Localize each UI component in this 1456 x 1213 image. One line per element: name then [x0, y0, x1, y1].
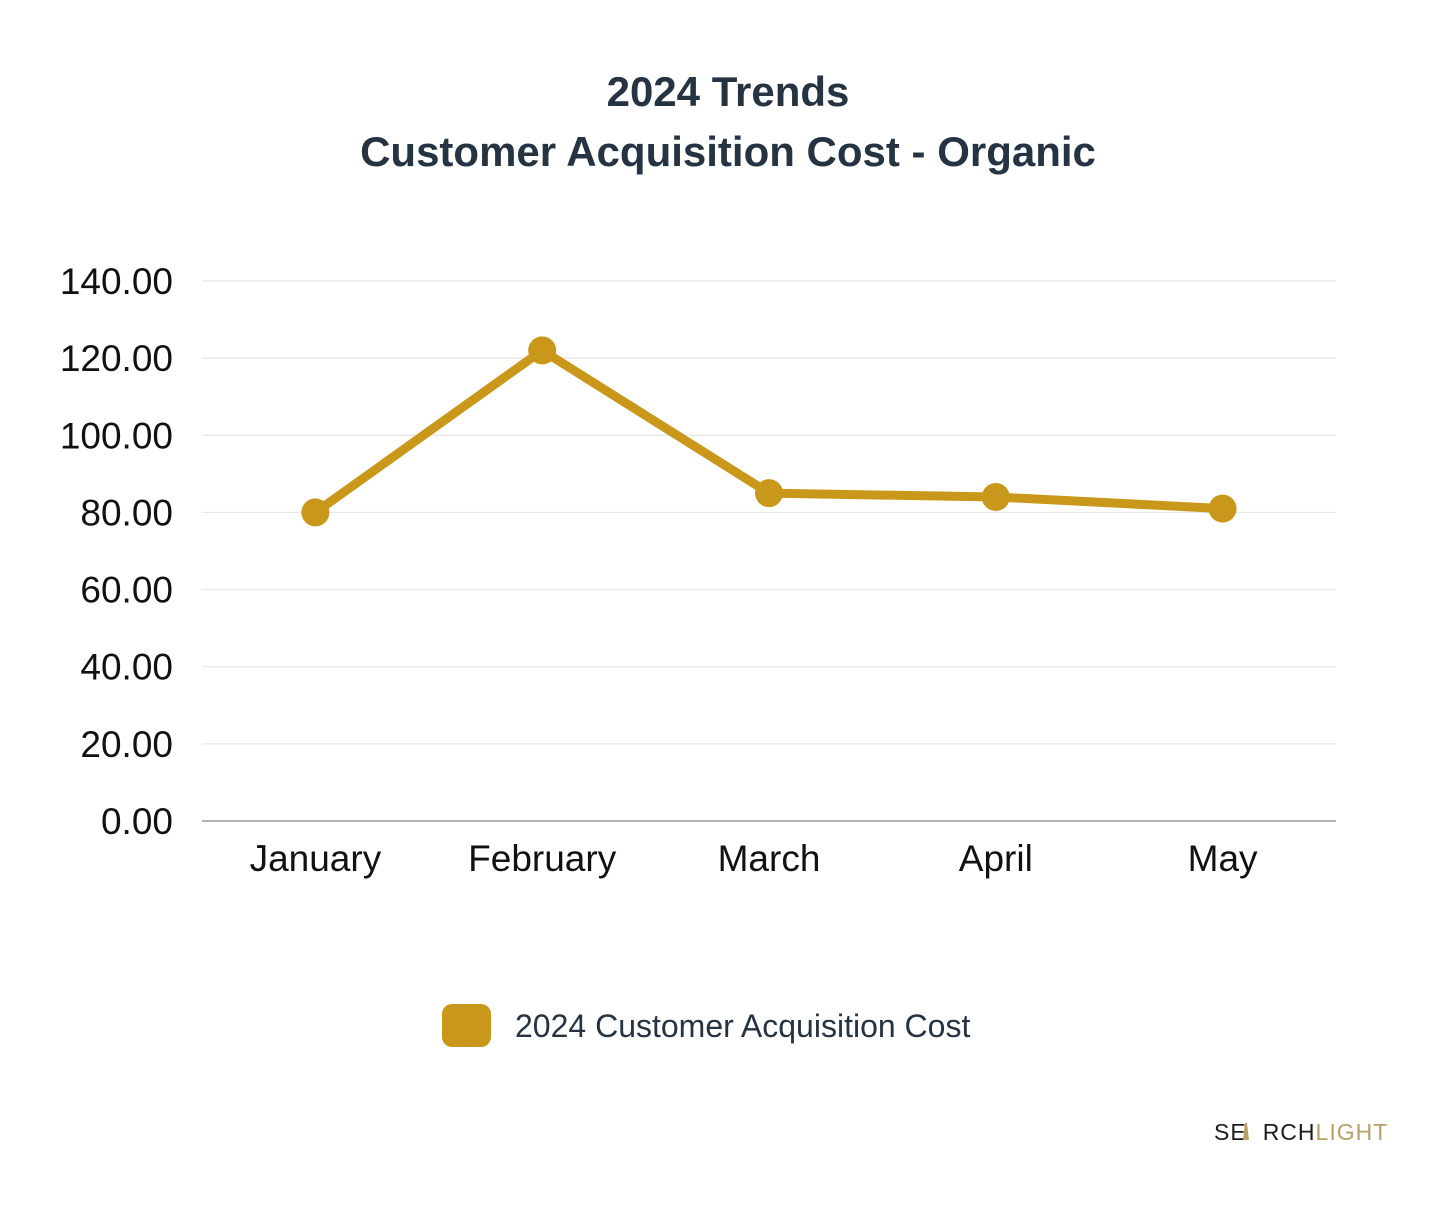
y-tick-label: 40.00 [80, 647, 173, 688]
logo-beacon-icon [1243, 1123, 1249, 1140]
data-point [755, 479, 783, 508]
y-tick-label: 100.00 [60, 415, 173, 456]
x-tick-label: April [959, 838, 1033, 879]
legend-label: 2024 Customer Acquisition Cost [515, 1008, 970, 1044]
data-point [1208, 494, 1237, 523]
y-tick-label: 20.00 [80, 724, 173, 765]
legend-swatch [442, 1004, 491, 1047]
data-point [301, 498, 330, 527]
gridlines [202, 280, 1336, 822]
data-point [528, 336, 557, 365]
y-tick-label: 60.00 [80, 570, 173, 611]
y-tick-label: 120.00 [60, 338, 173, 379]
x-axis-tick-labels: January February March April May [250, 838, 1258, 879]
logo-text-light: LIGHT [1316, 1119, 1389, 1145]
x-tick-label: February [468, 838, 617, 879]
y-tick-label: 140.00 [60, 261, 173, 302]
searchlight-logo: SE RCHLIGHT [1214, 1119, 1388, 1145]
chart-title-line-1: 2024 Trends [607, 68, 850, 115]
y-tick-label: 0.00 [101, 801, 173, 842]
x-tick-label: March [718, 838, 821, 879]
logo-text-rch: RCH [1263, 1119, 1316, 1145]
x-tick-label: January [250, 838, 382, 879]
legend: 2024 Customer Acquisition Cost [442, 1004, 970, 1047]
logo-text-se: SE [1214, 1119, 1247, 1145]
chart-title-line-2: Customer Acquisition Cost - Organic [360, 128, 1096, 175]
y-tick-label: 80.00 [80, 492, 173, 533]
series-2024-customer-acquisition-cost [301, 336, 1237, 527]
x-tick-label: May [1188, 838, 1258, 879]
y-axis-tick-labels: 0.00 20.00 40.00 60.00 80.00 100.00 120.00 140.… [60, 261, 173, 842]
data-point [981, 483, 1010, 511]
